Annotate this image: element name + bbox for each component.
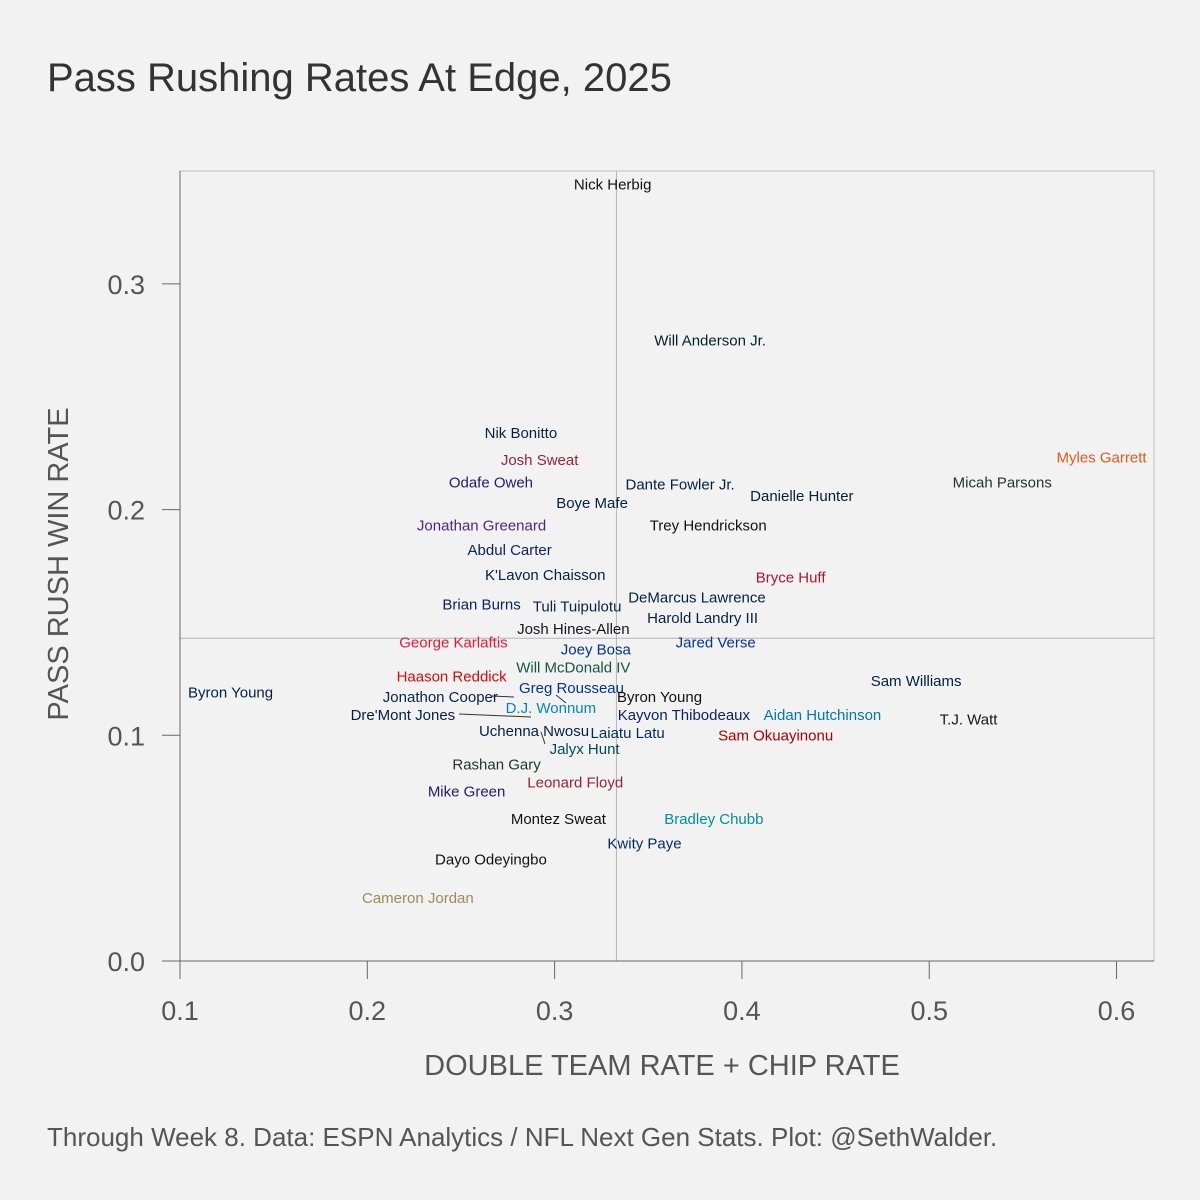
player-label: Will McDonald IV	[516, 660, 630, 677]
y-tick-label: 0.1	[107, 721, 145, 751]
player-label: Kayvon Thibodeaux	[618, 707, 751, 724]
x-tick-label: 0.6	[1098, 996, 1136, 1026]
player-label: Micah Parsons	[953, 474, 1052, 491]
player-label: Danielle Hunter	[750, 488, 853, 505]
player-label: George Karlaftis	[399, 635, 507, 652]
player-label: D.J. Wonnum	[506, 700, 597, 717]
player-label: Leonard Floyd	[527, 775, 623, 792]
player-label: K'Lavon Chaisson	[485, 567, 605, 584]
chart-caption: Through Week 8. Data: ESPN Analytics / N…	[47, 1122, 998, 1152]
y-tick-label: 0.2	[107, 496, 145, 526]
player-label: Will Anderson Jr.	[654, 332, 766, 349]
player-label: Harold Landry III	[647, 610, 758, 627]
player-label: Josh Hines-Allen	[517, 621, 630, 638]
leader-line	[458, 713, 532, 718]
player-label: Joey Bosa	[561, 642, 632, 659]
player-label: Jared Verse	[676, 635, 756, 652]
player-label: Josh Sweat	[501, 452, 579, 469]
player-label: Sam Williams	[871, 673, 962, 690]
x-tick-label: 0.3	[536, 996, 574, 1026]
player-label: Mike Green	[428, 784, 506, 801]
chart-title: Pass Rushing Rates At Edge, 2025	[47, 56, 672, 100]
player-label: Dayo Odeyingbo	[435, 851, 547, 868]
player-labels: Nick Herbig Will Anderson Jr. Nik Bonitto J…	[188, 177, 1147, 907]
player-label: Tuli Tuipulotu	[533, 599, 622, 616]
x-tick-label: 0.2	[349, 996, 387, 1026]
x-tick-label: 0.4	[723, 996, 761, 1026]
player-label: Aidan Hutchinson	[764, 707, 882, 724]
player-label: Byron Young	[188, 684, 273, 701]
x-tick-label: 0.5	[910, 996, 948, 1026]
player-label: Jonathan Greenard	[417, 517, 546, 534]
player-label: Haason Reddick	[397, 669, 508, 686]
player-label: Nick Herbig	[574, 177, 652, 194]
player-label: Laiatu Latu	[591, 725, 665, 742]
player-label: Montez Sweat	[511, 811, 607, 828]
player-label: Cameron Jordan	[362, 890, 474, 907]
player-label: Sam Okuayinonu	[718, 727, 833, 744]
y-axis-label: PASS RUSH WIN RATE	[43, 407, 75, 720]
reference-lines	[180, 171, 1154, 961]
player-label: Greg Rousseau	[519, 680, 624, 697]
player-label: Boye Mafe	[556, 495, 628, 512]
player-label: Byron Young	[617, 689, 702, 706]
player-label: Odafe Oweh	[449, 474, 533, 491]
y-tick-label: 0.3	[107, 270, 145, 300]
player-label: Nik Bonitto	[485, 425, 558, 442]
player-label: Rashan Gary	[452, 757, 541, 774]
leader-line	[540, 731, 546, 745]
player-label: Jonathon Cooper	[383, 689, 498, 706]
player-label: Dante Fowler Jr.	[626, 477, 735, 494]
player-label: Kwity Paye	[607, 836, 681, 853]
player-label: T.J. Watt	[940, 711, 999, 728]
x-axis-label: DOUBLE TEAM RATE + CHIP RATE	[424, 1050, 900, 1082]
player-label: DeMarcus Lawrence	[628, 590, 766, 607]
player-label: Myles Garrett	[1057, 450, 1148, 467]
axes: 0.1 0.2 0.3 0.4 0.5 0.6 0.0 0.1 0.2 0.3 DOUBLE TEA…	[43, 171, 1154, 1082]
y-tick-label: 0.0	[107, 947, 145, 977]
player-label: Jalyx Hunt	[550, 741, 621, 758]
x-tick-label: 0.1	[161, 996, 199, 1026]
player-label: Dre'Mont Jones	[351, 707, 456, 724]
player-label: Abdul Carter	[468, 542, 552, 559]
leader-line	[490, 695, 515, 698]
player-label: Trey Hendrickson	[650, 517, 767, 534]
player-label: Bradley Chubb	[664, 811, 763, 828]
player-label: Bryce Huff	[756, 569, 827, 586]
player-label: Uchenna Nwosu	[479, 723, 589, 740]
leader-line	[555, 694, 567, 704]
player-label: Brian Burns	[442, 596, 520, 613]
